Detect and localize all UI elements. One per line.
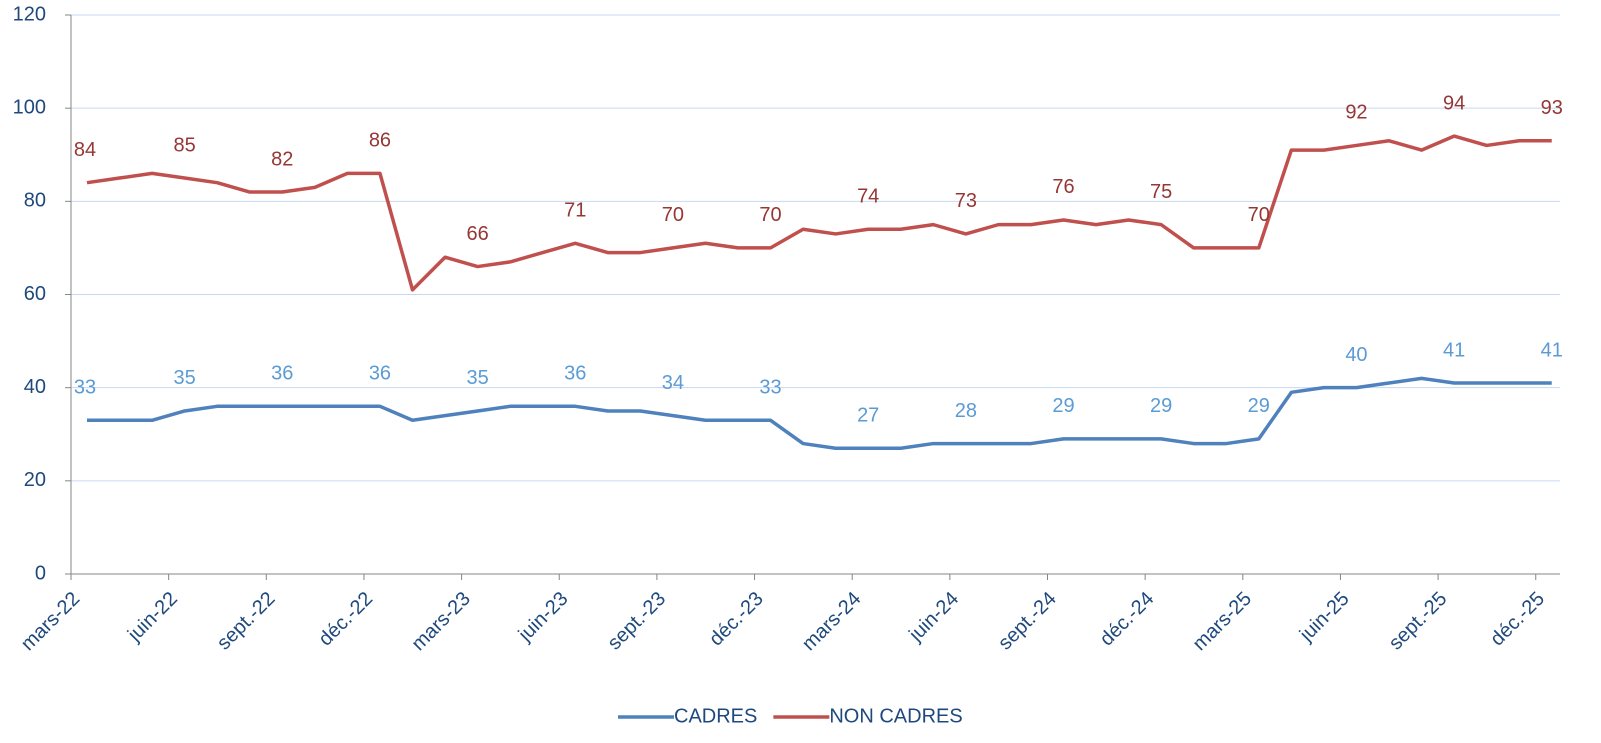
data-label: 70 xyxy=(662,204,684,226)
data-label: 28 xyxy=(955,400,977,422)
data-label: 94 xyxy=(1443,92,1465,114)
x-tick-label: mars-24 xyxy=(798,588,865,655)
y-tick-label: 80 xyxy=(24,190,46,212)
data-label: 71 xyxy=(564,200,586,222)
data-label: 36 xyxy=(369,363,391,385)
data-label: 84 xyxy=(74,139,96,161)
data-label: 27 xyxy=(857,405,879,427)
data-label: 29 xyxy=(1052,395,1074,417)
data-label: 82 xyxy=(271,148,293,170)
data-label: 93 xyxy=(1541,97,1563,119)
data-label: 29 xyxy=(1248,395,1270,417)
y-tick-label: 100 xyxy=(13,96,46,118)
x-tick-label: mars-25 xyxy=(1189,588,1256,655)
x-tick-label: mars-23 xyxy=(407,588,474,655)
x-tick-label: déc.-22 xyxy=(314,588,377,651)
legend-label: CADRES xyxy=(674,705,757,727)
data-label: 86 xyxy=(369,130,391,152)
x-tick-label: déc.-23 xyxy=(705,588,768,651)
y-tick-label: 60 xyxy=(24,283,46,305)
data-label: 33 xyxy=(74,377,96,399)
data-label: 92 xyxy=(1345,102,1367,124)
data-label: 36 xyxy=(271,363,293,385)
data-label: 85 xyxy=(174,134,196,156)
data-label: 41 xyxy=(1443,339,1465,361)
x-tick-label: déc.-25 xyxy=(1486,588,1549,651)
data-label: 70 xyxy=(1248,204,1270,226)
data-label: 36 xyxy=(564,363,586,385)
x-tick-label: sept.-25 xyxy=(1385,588,1452,655)
data-label: 35 xyxy=(174,367,196,389)
data-label: 40 xyxy=(1345,344,1367,366)
y-tick-label: 0 xyxy=(35,562,46,584)
x-tick-label: sept.-24 xyxy=(994,588,1061,655)
y-tick-label: 20 xyxy=(24,469,46,491)
data-label: 70 xyxy=(759,204,781,226)
legend-label: NON CADRES xyxy=(829,705,962,727)
x-tick-label: sept.-23 xyxy=(604,588,671,655)
x-tick-label: déc.-24 xyxy=(1096,588,1159,651)
series-line xyxy=(86,134,1552,292)
data-label: 29 xyxy=(1150,395,1172,417)
x-tick-label: juin-23 xyxy=(514,588,573,647)
data-label: 74 xyxy=(857,186,879,208)
x-tick-label: mars-22 xyxy=(17,588,84,655)
x-tick-label: juin-24 xyxy=(904,588,963,647)
x-tick-label: juin-25 xyxy=(1295,588,1354,647)
data-label: 73 xyxy=(955,190,977,212)
data-label: 35 xyxy=(466,367,488,389)
x-tick-label: juin-22 xyxy=(123,588,182,647)
data-label: 33 xyxy=(759,377,781,399)
data-label: 75 xyxy=(1150,181,1172,203)
x-tick-label: sept.-22 xyxy=(213,588,280,655)
series-line xyxy=(87,376,1552,450)
y-tick-label: 40 xyxy=(24,376,46,398)
data-label: 66 xyxy=(466,223,488,245)
data-label: 76 xyxy=(1052,176,1074,198)
y-tick-label: 120 xyxy=(13,3,46,25)
data-label: 41 xyxy=(1541,339,1563,361)
data-label: 34 xyxy=(662,372,684,394)
